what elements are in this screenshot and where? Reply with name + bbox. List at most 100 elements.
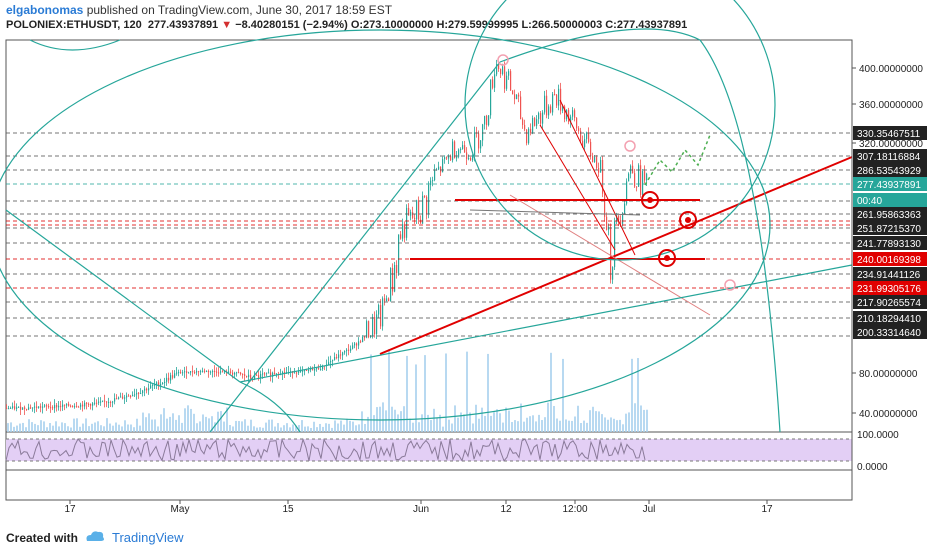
candle-body xyxy=(138,392,140,394)
candle-body xyxy=(78,406,80,408)
candle-body xyxy=(224,371,226,373)
candle-body xyxy=(346,349,348,352)
candle-body xyxy=(622,213,624,224)
volume-bar xyxy=(598,411,600,432)
volume-bar xyxy=(76,418,78,432)
volume-bar xyxy=(625,413,627,432)
candle-body xyxy=(74,406,76,408)
candle-body xyxy=(348,349,350,351)
candle-body xyxy=(152,384,154,386)
candle-body xyxy=(296,372,298,374)
volume-bar xyxy=(49,423,51,432)
price-level-badge xyxy=(853,267,927,281)
price-level-label: 286.53543929 xyxy=(857,166,921,177)
candle-body xyxy=(534,118,536,126)
volume-bar xyxy=(310,427,312,432)
volume-bar xyxy=(157,426,159,432)
volume-bar xyxy=(124,420,126,432)
candle-body xyxy=(182,372,184,374)
candle-body xyxy=(522,119,524,125)
candle-body xyxy=(450,156,452,161)
candle-body xyxy=(368,321,370,338)
volume-bar xyxy=(343,424,345,432)
candle-body xyxy=(494,74,496,88)
volume-bar xyxy=(52,425,54,432)
price-level-label: 240.00169398 xyxy=(857,255,921,266)
candle-body xyxy=(546,95,548,116)
volume-bar xyxy=(28,419,30,432)
volume-bar xyxy=(592,406,594,432)
candle-body xyxy=(564,106,566,120)
volume-bar xyxy=(40,420,42,432)
candle-body xyxy=(244,374,246,377)
volume-bar xyxy=(58,426,60,432)
candle-body xyxy=(172,375,174,378)
target-marker-icon xyxy=(658,249,676,267)
candle-body xyxy=(268,372,270,374)
candle-body xyxy=(178,372,180,374)
candle-body xyxy=(612,267,614,280)
volume-bar xyxy=(109,423,111,432)
volume-bar xyxy=(268,419,270,432)
candle-body xyxy=(256,374,258,376)
volume-bar xyxy=(235,420,237,432)
pivot-marker-icon xyxy=(497,54,509,66)
author-link[interactable]: elgabonomas xyxy=(6,3,84,17)
candle-body xyxy=(84,402,86,407)
volume-bar xyxy=(529,416,531,432)
price-level-label: 217.90265574 xyxy=(857,298,921,309)
candle-body xyxy=(306,370,308,372)
volume-bar xyxy=(64,423,66,432)
candle-body xyxy=(320,369,322,371)
volume-bar xyxy=(169,416,171,432)
volume-bar xyxy=(622,424,624,432)
price-level-label: 277.43937891 xyxy=(857,180,921,191)
candle-body xyxy=(250,374,252,379)
candle-body xyxy=(62,404,64,407)
candle-body xyxy=(176,372,178,374)
candle-body xyxy=(34,406,36,408)
volume-bar xyxy=(163,408,165,432)
candle-body xyxy=(290,371,292,373)
price-change: −8.40280151 (−2.94%) xyxy=(235,19,348,31)
volume-bar xyxy=(259,427,261,432)
candle-body xyxy=(582,140,584,148)
candle-body xyxy=(174,373,176,378)
candle-body xyxy=(140,393,142,395)
volume-bar xyxy=(478,418,480,432)
candle-body xyxy=(112,401,114,403)
candle-body xyxy=(490,79,492,116)
price-level-badge xyxy=(853,281,927,295)
volume-bar xyxy=(367,416,369,432)
candle-body xyxy=(466,152,468,160)
candle-body xyxy=(376,314,378,335)
candle-body xyxy=(550,106,552,113)
teal-trendline xyxy=(239,264,853,383)
red-fan-line xyxy=(509,194,711,316)
candle-body xyxy=(148,388,150,391)
volume-bar xyxy=(601,414,603,432)
candle-body xyxy=(202,370,204,372)
time-tick-label: 15 xyxy=(282,504,294,515)
price-level-badge xyxy=(853,221,927,235)
tradingview-brand-link[interactable]: TradingView xyxy=(112,530,184,545)
volume-bar xyxy=(139,425,141,432)
volume-bar xyxy=(508,410,510,432)
volume-bar xyxy=(466,351,468,432)
price-level-label: 251.87215370 xyxy=(857,224,921,235)
candle-body xyxy=(562,106,564,111)
candle-body xyxy=(304,370,306,372)
price-level-label: 330.35467511 xyxy=(857,129,921,140)
candle-body xyxy=(154,384,156,386)
teal-arc xyxy=(499,28,701,63)
volume-bar xyxy=(307,426,309,432)
volume-bar xyxy=(196,423,198,432)
candle-body xyxy=(498,64,500,69)
candle-body xyxy=(408,207,410,216)
candle-body xyxy=(310,369,312,371)
candle-body xyxy=(518,94,520,97)
candle-body xyxy=(510,71,512,91)
candle-body xyxy=(340,354,342,356)
volume-bar xyxy=(610,417,612,432)
